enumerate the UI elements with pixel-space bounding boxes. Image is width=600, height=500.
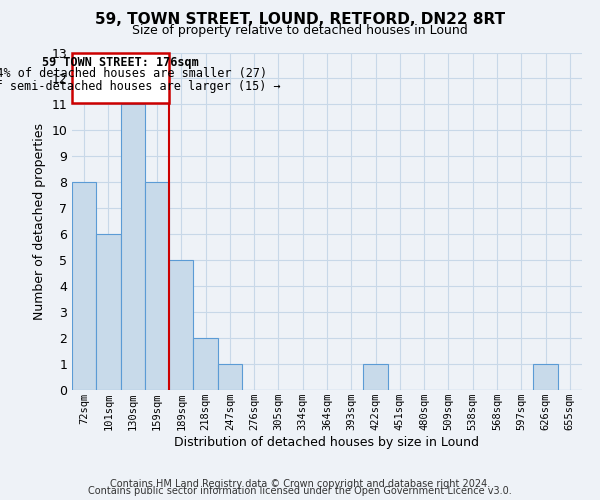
Bar	[533, 364, 558, 390]
Text: 36% of semi-detached houses are larger (15) →: 36% of semi-detached houses are larger (…	[0, 80, 281, 94]
Bar	[169, 260, 193, 390]
Bar	[121, 104, 145, 390]
Text: Contains public sector information licensed under the Open Government Licence v3: Contains public sector information licen…	[88, 486, 512, 496]
Bar	[364, 364, 388, 390]
Text: ← 64% of detached houses are smaller (27): ← 64% of detached houses are smaller (27…	[0, 67, 266, 80]
Y-axis label: Number of detached properties: Number of detached properties	[33, 122, 46, 320]
X-axis label: Distribution of detached houses by size in Lound: Distribution of detached houses by size …	[175, 436, 479, 449]
Bar	[193, 338, 218, 390]
Text: Size of property relative to detached houses in Lound: Size of property relative to detached ho…	[132, 24, 468, 37]
Bar	[218, 364, 242, 390]
Bar	[145, 182, 169, 390]
Text: 59, TOWN STREET, LOUND, RETFORD, DN22 8RT: 59, TOWN STREET, LOUND, RETFORD, DN22 8R…	[95, 12, 505, 28]
Bar	[72, 182, 96, 390]
Text: 59 TOWN STREET: 176sqm: 59 TOWN STREET: 176sqm	[42, 56, 199, 69]
FancyBboxPatch shape	[72, 52, 169, 103]
Bar	[96, 234, 121, 390]
Text: Contains HM Land Registry data © Crown copyright and database right 2024.: Contains HM Land Registry data © Crown c…	[110, 479, 490, 489]
